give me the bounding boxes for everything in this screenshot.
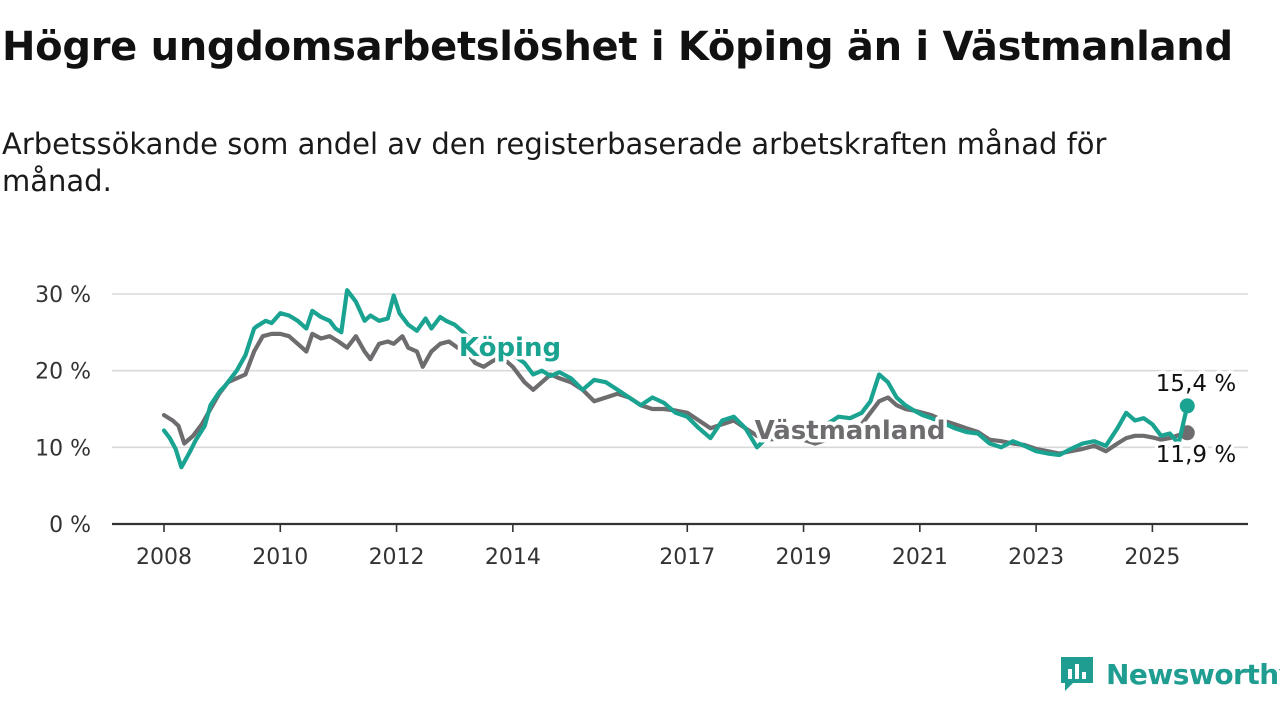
end-label-koping-halo: 15,4 %: [1156, 371, 1236, 397]
series-line-koping: [161, 288, 1190, 470]
series-label-vastmanland-halo: Västmanland: [755, 416, 946, 446]
end-label-vastmanland: 11,9 %: [1156, 442, 1236, 468]
x-tick-label: 2017: [659, 545, 715, 570]
end-label-vastmanland-halo: 11,9 %: [1156, 442, 1236, 468]
x-tick-label: 2012: [369, 545, 425, 570]
brand-name: Newsworthy: [1106, 657, 1280, 691]
x-tick-label: 2014: [485, 545, 541, 570]
series-lines: [161, 288, 1195, 470]
y-tick-label: 20 %: [35, 360, 91, 385]
end-label-koping: 15,4 %: [1156, 371, 1236, 397]
x-tick-label: 2025: [1124, 545, 1180, 570]
x-tick-label: 2023: [1008, 545, 1064, 570]
newsworthy-logo-icon: [1061, 657, 1093, 691]
x-axis-ticks: 2008 2010 2012 2014 2017 2019 2021 2023 2025: [136, 524, 1180, 570]
newsworthy-brand: Newsworthy: [1059, 654, 1280, 694]
series-label-koping-halo: Köping: [459, 333, 561, 363]
x-tick-label: 2008: [136, 545, 192, 570]
series-line-vastmanland: [161, 331, 1190, 456]
end-point-koping: [1179, 398, 1195, 414]
y-tick-label: 10 %: [35, 436, 91, 461]
series-label-koping: Köping: [459, 333, 561, 363]
y-axis-ticks: 0 % 10 % 20 % 30 %: [35, 283, 91, 538]
x-tick-label: 2021: [892, 545, 948, 570]
x-tick-label: 2019: [776, 545, 832, 570]
x-tick-label: 2010: [252, 545, 308, 570]
chart-title: Högre ungdomsarbetslöshet i Köping än i …: [2, 24, 1233, 70]
y-tick-label: 30 %: [35, 283, 91, 308]
y-tick-label: 0 %: [49, 513, 91, 538]
chart-subtitle: Arbetssökande som andel av den registerb…: [2, 127, 1107, 198]
grid-lines: [112, 293, 1248, 526]
series-label-vastmanland: Västmanland: [755, 416, 946, 446]
